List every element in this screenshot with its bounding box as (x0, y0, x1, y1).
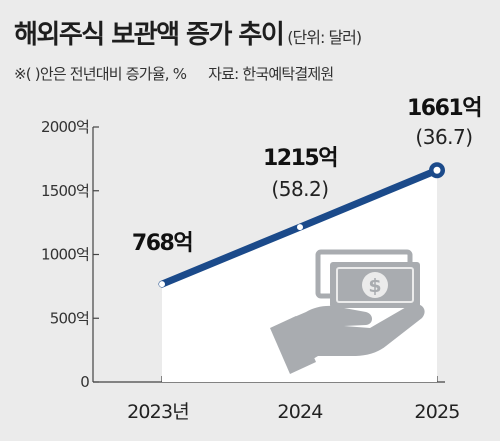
data-point-center (433, 166, 441, 174)
x-tick-label: 2023년 (127, 401, 189, 423)
source-label: 자료: 한국예탁결제원 (208, 65, 334, 83)
svg-text:$: $ (368, 275, 381, 297)
chart-title: 해외주식 보관액 증가 추이 (14, 20, 285, 50)
data-point (297, 224, 303, 231)
chart-header: 해외주식 보관액 증가 추이 (단위: 달러) (14, 14, 362, 51)
money-hand-icon: $ (270, 249, 425, 374)
value-label: 768억 (132, 231, 192, 256)
value-label: 1215억 (263, 146, 337, 171)
y-tick-label: 500억 (50, 309, 89, 327)
x-tick-label: 2025 (414, 401, 459, 423)
y-tick-label: 0 (80, 373, 89, 391)
axis-layer: 0 500억 1000억 1500억 2000억 2023년 2024 2025 (41, 118, 460, 423)
y-tick-label: 2000억 (41, 118, 89, 136)
y-tick-label: 1000억 (41, 246, 89, 264)
growth-label: (58.2) (271, 177, 328, 201)
data-point (159, 281, 165, 288)
value-label: 1661억 (407, 96, 481, 121)
series-layer (158, 162, 445, 288)
label-layer: 768억 1215억 (58.2) 1661억 (36.7) (132, 96, 483, 256)
y-tick-label: 1500억 (41, 182, 89, 200)
x-tick-label: 2024 (277, 401, 323, 423)
note-row: ※( )안은 전년대비 증가율, % 자료: 한국예탁결제원 (14, 63, 334, 84)
growth-label: (36.7) (415, 125, 472, 149)
growth-note: ※( )안은 전년대비 증가율, % (14, 65, 187, 83)
unit-label: (단위: 달러) (287, 28, 362, 47)
